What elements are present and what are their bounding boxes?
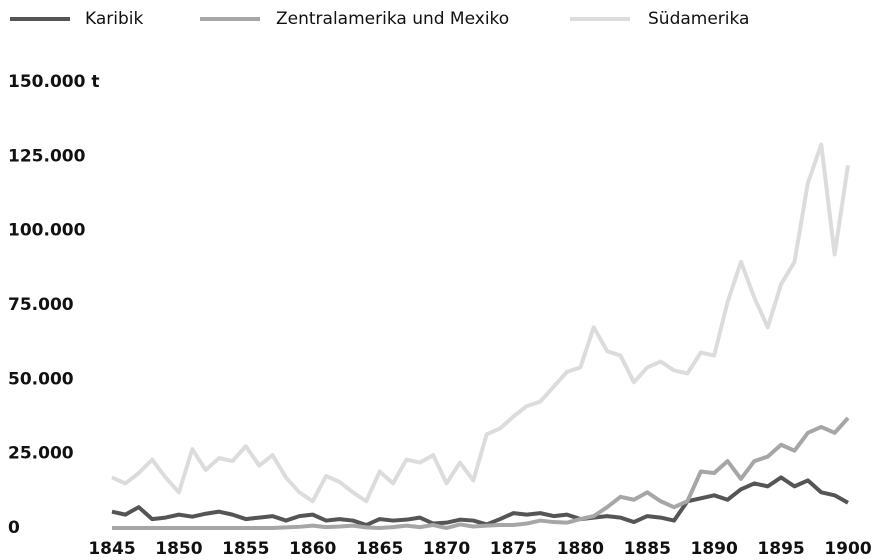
y-tick-label: 125.000: [8, 146, 86, 166]
line: [112, 416, 850, 530]
y-tick-label: 100.000: [8, 221, 86, 241]
x-tick-label: 1900: [824, 539, 871, 559]
x-tick-label: 1895: [757, 539, 804, 559]
x-tick-label: 1880: [557, 539, 604, 559]
y-tick-label: 0: [8, 518, 20, 538]
line: [111, 475, 849, 528]
x-tick-label: 1885: [624, 539, 671, 559]
legend-label: Südamerika: [648, 9, 749, 29]
x-tick-label: 1870: [423, 539, 470, 559]
x-tick-label: 1855: [222, 539, 269, 559]
y-tick-label: 50.000: [8, 369, 74, 389]
x-tick-label: 1845: [88, 539, 135, 559]
y-tick-label: 150.000 t: [8, 72, 99, 92]
y-tick-label: 25.000: [8, 444, 74, 464]
legend-label: Karibik: [85, 9, 143, 29]
x-tick-label: 1875: [490, 539, 537, 559]
x-tick-label: 1890: [691, 539, 738, 559]
x-tick-label: 1850: [155, 539, 202, 559]
x-tick-label: 1865: [356, 539, 403, 559]
y-tick-label: 75.000: [8, 295, 74, 315]
legend-label: Zentralamerika und Mexiko: [276, 9, 509, 29]
x-tick-label: 1860: [289, 539, 336, 559]
line: [111, 142, 850, 504]
